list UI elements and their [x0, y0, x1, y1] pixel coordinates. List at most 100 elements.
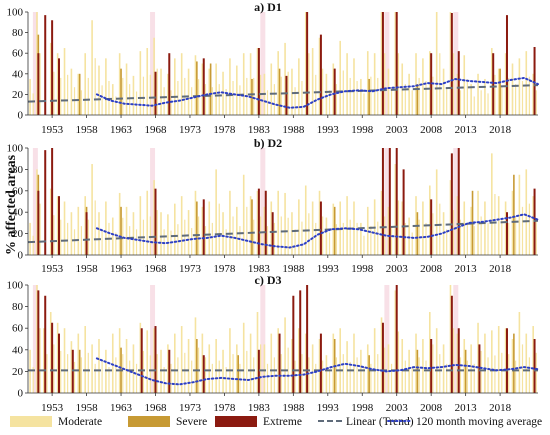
- legend-item-ma: 120 month moving average: [387, 416, 542, 428]
- x-tick-label: 1968: [145, 402, 168, 414]
- x-tick-label: 2008: [420, 402, 443, 414]
- x-tick-label: 2003: [386, 263, 409, 275]
- x-tick-label: 2013: [455, 263, 478, 275]
- panel-title: a) D1: [254, 0, 282, 14]
- y-tick-label: 80: [12, 27, 24, 39]
- x-tick-label: 1978: [213, 402, 236, 414]
- x-tick-label: 1993: [317, 263, 340, 275]
- x-tick-label: 1993: [317, 402, 340, 414]
- x-tick-label: 2008: [420, 263, 443, 275]
- highlight-band: [260, 285, 266, 393]
- legend-swatch: [128, 416, 170, 427]
- highlight-band: [32, 148, 38, 255]
- x-tick-label: 1988: [282, 402, 305, 414]
- x-tick-label: 1958: [76, 402, 99, 414]
- x-tick-label: 1988: [282, 124, 305, 136]
- x-tick-label: 2018: [489, 124, 512, 136]
- highlight-band: [453, 285, 459, 393]
- y-tick-label: 80: [12, 164, 24, 176]
- x-tick-label: 1983: [248, 124, 271, 136]
- highlight-band: [453, 148, 459, 255]
- legend-label: 120 month moving average: [416, 416, 542, 428]
- moving-average-line: [95, 357, 539, 386]
- x-tick-label: 1998: [351, 124, 374, 136]
- x-tick-label: 1973: [179, 263, 202, 275]
- y-tick-label: 40: [12, 344, 24, 356]
- y-tick-label: 60: [12, 185, 24, 197]
- x-tick-label: 1973: [179, 124, 202, 136]
- x-tick-label: 2003: [386, 124, 409, 136]
- legend-label: Linear (Trend): [346, 416, 414, 428]
- x-tick-label: 1978: [213, 263, 236, 275]
- x-tick-label: 2018: [489, 263, 512, 275]
- x-tick-label: 1978: [213, 124, 236, 136]
- y-axis-label: % affected areas: [4, 154, 19, 255]
- x-tick-label: 2003: [386, 402, 409, 414]
- legend: Moderate Severe Extreme Linear (Trend) 120 m…: [10, 416, 542, 428]
- panel-title: c) D3: [255, 273, 282, 287]
- x-tick-label: 1973: [179, 402, 202, 414]
- highlight-band: [150, 12, 156, 115]
- highlight-band: [260, 12, 266, 115]
- y-tick-label: 80: [12, 301, 24, 313]
- panel: 0 20 40 60 80 100 1953 1958 1963 1968 1973 1978 1983…: [7, 136, 539, 275]
- y-tick-label: 100: [7, 143, 24, 155]
- highlight-band: [453, 12, 459, 115]
- highlight-band: [384, 12, 390, 115]
- legend-item-trend: Linear (Trend): [318, 416, 414, 428]
- x-tick-label: 1953: [41, 402, 64, 414]
- x-tick-label: 2013: [455, 124, 478, 136]
- trend-line: [27, 219, 539, 244]
- x-tick-label: 2018: [489, 402, 512, 414]
- legend-item-severe: Severe: [128, 416, 207, 428]
- x-tick-label: 1963: [110, 402, 133, 414]
- y-tick-label: 0: [18, 388, 24, 400]
- y-tick-label: 0: [18, 110, 24, 122]
- panel: 0 20 40 60 80 100 1953 1958 1963 1968 1973 1978 1983…: [7, 0, 539, 136]
- x-tick-label: 2013: [455, 402, 478, 414]
- legend-item-extreme: Extreme: [215, 416, 302, 428]
- highlight-band: [384, 148, 390, 255]
- panel: 0 20 40 60 80 100 1953 1958 1963 1968 1973 1978 1983…: [7, 273, 539, 414]
- x-tick-label: 1998: [351, 402, 374, 414]
- highlight-band: [384, 285, 390, 393]
- highlight-band: [150, 148, 156, 255]
- legend-swatch: [215, 416, 257, 427]
- moving-average-line: [95, 213, 539, 249]
- x-tick-label: 1993: [317, 124, 340, 136]
- highlight-band: [32, 285, 38, 393]
- x-tick-label: 1968: [145, 124, 168, 136]
- legend-item-moderate: Moderate: [10, 416, 102, 428]
- x-tick-label: 1963: [110, 124, 133, 136]
- legend-swatch: [10, 416, 52, 427]
- x-tick-label: 1968: [145, 263, 168, 275]
- x-tick-label: 1998: [351, 263, 374, 275]
- y-tick-label: 100: [7, 280, 24, 292]
- x-tick-label: 1963: [110, 263, 133, 275]
- x-tick-label: 1983: [248, 263, 271, 275]
- y-tick-label: 60: [12, 323, 24, 335]
- y-tick-label: 100: [7, 7, 24, 19]
- chart-panels: 0 20 40 60 80 100 1953 1958 1963 1968 1973 1978 1983…: [7, 0, 539, 414]
- legend-label: Moderate: [58, 416, 102, 428]
- x-tick-label: 1953: [41, 124, 64, 136]
- y-tick-label: 0: [18, 250, 24, 262]
- x-tick-label: 2008: [420, 124, 443, 136]
- y-tick-label: 40: [12, 68, 24, 80]
- y-tick-label: 60: [12, 48, 24, 60]
- y-tick-label: 20: [12, 89, 24, 101]
- trend-line: [27, 84, 539, 103]
- y-tick-label: 20: [12, 366, 24, 378]
- panel-title: b) D2: [254, 136, 282, 150]
- x-tick-label: 1953: [41, 263, 64, 275]
- legend-label: Extreme: [263, 416, 302, 428]
- highlight-band: [150, 285, 156, 393]
- x-tick-label: 1958: [76, 124, 99, 136]
- x-tick-label: 1988: [282, 263, 305, 275]
- x-tick-label: 1983: [248, 402, 271, 414]
- legend-label: Severe: [176, 416, 207, 428]
- highlight-band: [32, 12, 38, 115]
- highlight-band: [260, 148, 266, 255]
- x-tick-label: 1958: [76, 263, 99, 275]
